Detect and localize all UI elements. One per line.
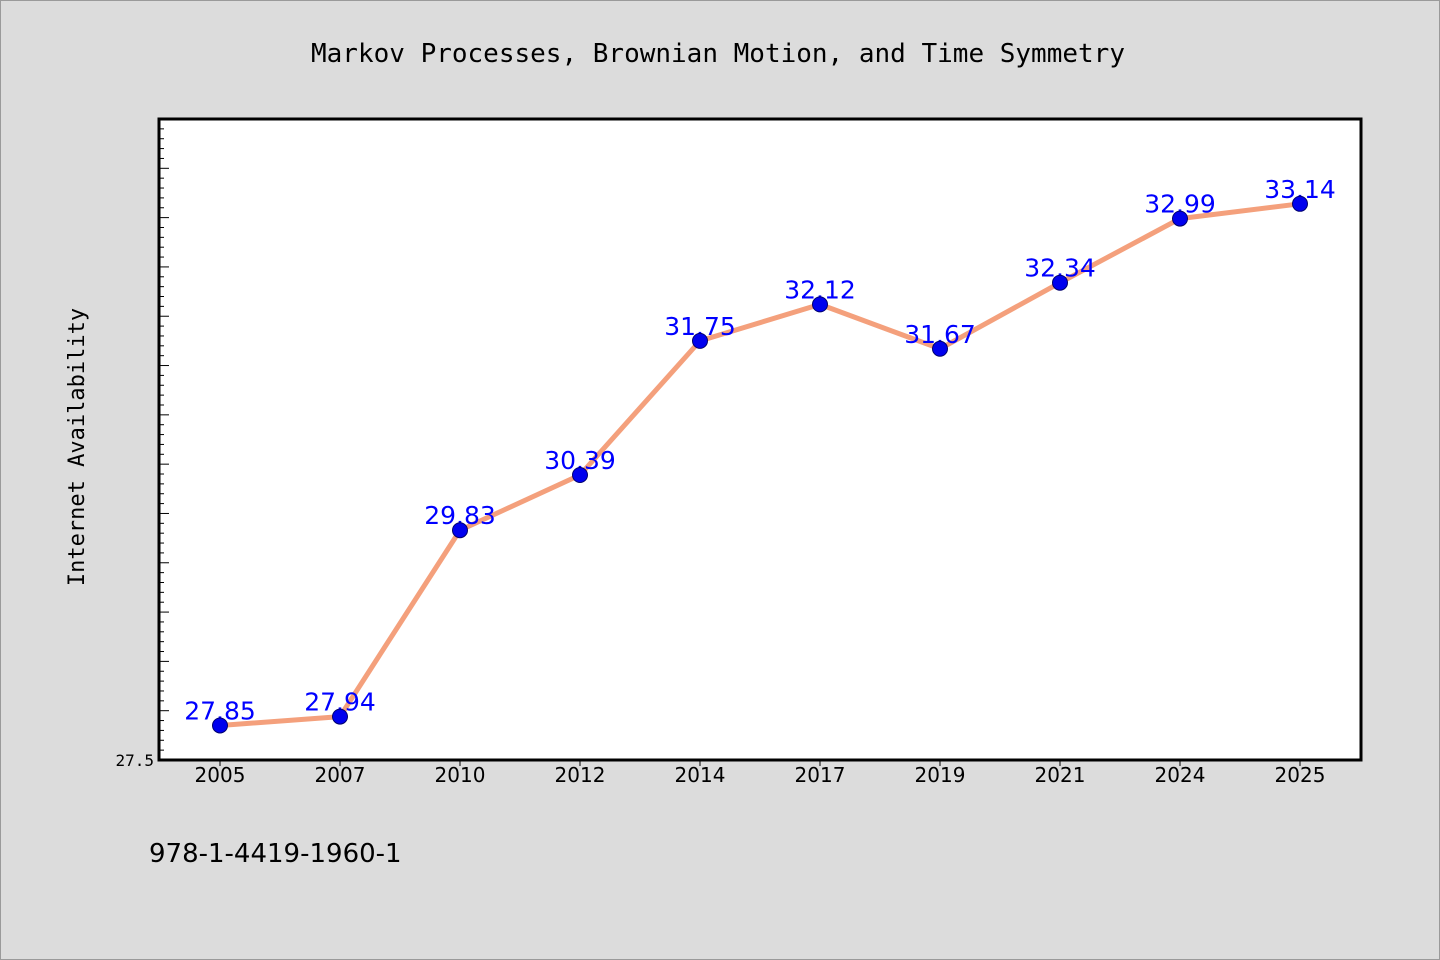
data-point [1052, 274, 1068, 291]
data-point [692, 332, 708, 349]
y-axis-label: Internet Availability [65, 308, 90, 586]
x-tick-label: 2010 [435, 763, 486, 787]
data-markers [212, 195, 1308, 734]
x-tick-label: 2012 [555, 763, 606, 787]
x-tick-label: 2019 [915, 763, 966, 787]
x-tick-label: 2014 [675, 763, 726, 787]
x-tick-label: 2007 [315, 763, 366, 787]
y-tick-label: 27.5 [115, 751, 154, 770]
x-axis-ticks: 2005 2007 2010 2012 2014 2017 2019 2021 2024 2025 [195, 760, 1326, 787]
data-point [932, 340, 948, 357]
x-tick-label: 2025 [1275, 763, 1326, 787]
y-axis-ticks: 27.5 [115, 128, 169, 770]
x-tick-label: 2017 [795, 763, 846, 787]
data-point [1172, 210, 1188, 227]
data-point [572, 467, 588, 484]
data-point [812, 296, 828, 313]
x-tick-label: 2005 [195, 763, 246, 787]
data-point [452, 522, 468, 539]
data-point [332, 708, 348, 725]
chart-title: Markov Processes, Brownian Motion, and T… [311, 39, 1125, 69]
x-tick-label: 2024 [1155, 763, 1206, 787]
isbn-footer: 978-1-4419-1960-1 [149, 839, 402, 869]
x-tick-label: 2021 [1035, 763, 1086, 787]
plot-area [157, 117, 1363, 762]
series-line [219, 201, 1301, 728]
data-point [212, 717, 228, 734]
data-point [1292, 195, 1308, 212]
